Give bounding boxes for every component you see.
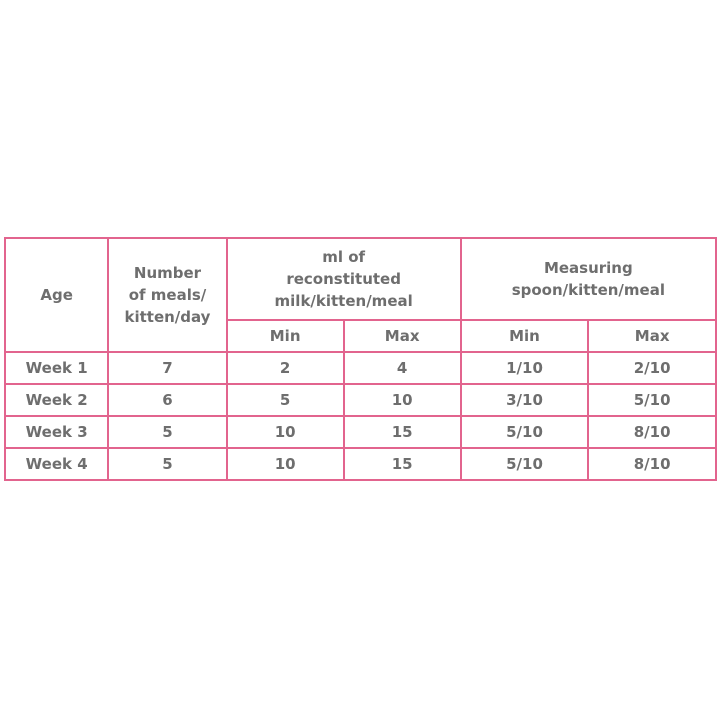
header-spoon-min: Min	[459, 319, 590, 353]
table-row: Week 2 6 5 10 3/10 5/10	[3, 383, 717, 417]
cell-age: Week 4	[3, 447, 110, 481]
table-row: Week 1 7 2 4 1/10 2/10	[3, 351, 717, 385]
cell-spoon-max: 8/10	[587, 415, 717, 449]
cell-ml-min: 5	[225, 383, 345, 417]
cell-ml-min: 10	[225, 447, 345, 481]
cell-spoon-max: 2/10	[587, 351, 717, 385]
cell-meals: 5	[107, 447, 228, 481]
table-row: Week 4 5 10 15 5/10 8/10	[3, 447, 717, 481]
header-meals: Number of meals/ kitten/day	[107, 237, 228, 353]
cell-ml-min: 2	[225, 351, 345, 385]
kitten-feeding-table: Age Number of meals/ kitten/day ml of re…	[3, 237, 718, 481]
header-ml-min: Min	[225, 319, 345, 353]
cell-ml-max: 4	[342, 351, 462, 385]
cell-ml-max: 15	[342, 447, 462, 481]
header-spoon-max: Max	[587, 319, 717, 353]
header-spoon: Measuring spoon/kitten/meal	[459, 237, 718, 321]
cell-ml-max: 15	[342, 415, 462, 449]
cell-spoon-max: 8/10	[587, 447, 717, 481]
table-row: Week 3 5 10 15 5/10 8/10	[3, 415, 717, 449]
cell-ml-max: 10	[342, 383, 462, 417]
header-ml-max: Max	[342, 319, 462, 353]
cell-meals: 6	[107, 383, 228, 417]
cell-age: Week 3	[3, 415, 110, 449]
header-age: Age	[3, 237, 110, 353]
header-ml: ml of reconstituted milk/kitten/meal	[225, 237, 462, 321]
cell-spoon-min: 5/10	[459, 447, 590, 481]
cell-spoon-min: 1/10	[459, 351, 590, 385]
cell-age: Week 1	[3, 351, 110, 385]
cell-spoon-min: 5/10	[459, 415, 590, 449]
cell-age: Week 2	[3, 383, 110, 417]
cell-meals: 7	[107, 351, 228, 385]
cell-spoon-min: 3/10	[459, 383, 590, 417]
cell-spoon-max: 5/10	[587, 383, 717, 417]
cell-ml-min: 10	[225, 415, 345, 449]
cell-meals: 5	[107, 415, 228, 449]
